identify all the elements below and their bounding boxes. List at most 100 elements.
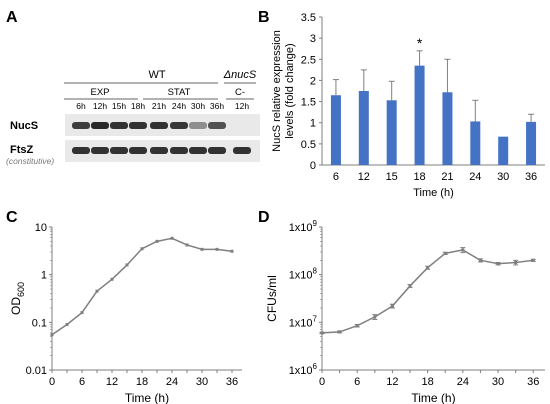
x-tick-label: 12 — [386, 376, 398, 388]
y-tick-exponent: 8 — [313, 267, 318, 276]
data-point — [65, 323, 69, 327]
data-point — [514, 260, 518, 264]
x-tick-label: 30 — [492, 376, 504, 388]
row-sublabel-ftsz: (constitutive) — [6, 156, 54, 166]
lane-label: 12h — [93, 101, 107, 111]
lane-label: 21h — [152, 101, 166, 111]
y-axis-label: OD600 — [9, 282, 26, 315]
x-tick-label: 30 — [196, 376, 208, 388]
x-tick-label: 6 — [79, 376, 85, 388]
lane-label: 15h — [112, 101, 126, 111]
data-point — [443, 251, 447, 255]
series-line — [321, 249, 534, 334]
lane-label: 36h — [210, 101, 224, 111]
data-point — [230, 249, 234, 253]
x-tick-label: 18 — [136, 376, 148, 388]
x-axis-label: Time (h) — [413, 187, 454, 199]
row-label-nucs: NucS — [10, 120, 38, 132]
y-axis-label-line: NucS relative expression — [271, 30, 283, 152]
x-tick-label: 21 — [441, 171, 453, 183]
panel-letter-b: B — [258, 9, 270, 26]
data-point — [461, 248, 465, 252]
data-point — [140, 247, 144, 251]
data-point — [531, 258, 535, 262]
blot-band-ftsz — [72, 147, 90, 154]
y-tick-label: 1x106 — [289, 362, 318, 377]
y-tick-label: 2 — [310, 75, 316, 87]
row-label-ftsz: FtsZ — [10, 144, 34, 156]
data-point — [355, 324, 359, 328]
bar-chart-expression: 0 0.5 1 1.5 2 2.5 3 3.5 NucS relative expression… — [271, 12, 545, 199]
y-tick-label: 0 — [310, 160, 316, 172]
blot-band-ftsz — [170, 147, 188, 154]
y-tick-label: 1.5 — [301, 97, 316, 109]
data-point — [80, 311, 84, 315]
x-tick-label: 12 — [358, 171, 370, 183]
data-point — [215, 247, 219, 251]
bar — [330, 95, 341, 165]
x-axis-label: Time (h) — [411, 391, 455, 404]
data-point — [338, 330, 342, 334]
group-label-control: C- — [235, 87, 245, 98]
data-point — [496, 262, 500, 266]
blot-band-nucs — [91, 122, 109, 129]
bar — [358, 91, 369, 165]
y-axis-label-subscript: 600 — [16, 282, 26, 297]
bar — [414, 65, 425, 165]
y-tick-label: 10 — [35, 222, 47, 234]
blot-band-nucs — [170, 122, 188, 129]
x-tick-label: 12 — [106, 376, 118, 388]
blot-band-nucs — [129, 122, 147, 129]
y-axis-label-line: levels (fold change) — [284, 43, 296, 138]
blot-band-nucs — [150, 122, 168, 129]
blot-band-nucs — [208, 122, 226, 129]
y-tick-label: 0.5 — [301, 139, 316, 151]
x-tick-label: 30 — [497, 171, 509, 183]
panel-letter-c: C — [6, 209, 18, 226]
x-tick-label: 24 — [457, 376, 469, 388]
x-tick-label: 15 — [386, 171, 398, 183]
panel-letter-a: A — [6, 9, 18, 26]
y-axis-label-main: CFUs/ml — [265, 275, 279, 322]
y-tick-label: 3 — [310, 33, 316, 45]
x-tick-label: 6 — [354, 376, 360, 388]
significance-marker: * — [417, 35, 423, 51]
data-point — [426, 266, 430, 270]
lane-label: 6h — [76, 101, 86, 111]
x-tick-label: 6 — [333, 171, 339, 183]
y-tick-exponent: 6 — [313, 362, 318, 371]
y-axis-label-main: OD — [9, 297, 23, 315]
bar — [386, 100, 397, 165]
wt-label: WT — [148, 69, 165, 81]
panel-letter-d: D — [258, 209, 270, 226]
y-tick-label: 0.01 — [26, 365, 47, 377]
y-tick-base: 1x10 — [289, 365, 313, 377]
y-tick-exponent: 7 — [313, 314, 318, 323]
x-tick-label: 0 — [49, 376, 55, 388]
y-tick-label: 1x109 — [289, 219, 318, 234]
x-tick-label: 18 — [422, 376, 434, 388]
x-axis-label: Time (h) — [125, 391, 169, 404]
data-point — [110, 277, 114, 281]
x-tick-label: 18 — [413, 171, 425, 183]
x-tick-label: 0 — [319, 376, 325, 388]
blot-band-ftsz — [110, 147, 128, 154]
y-axis-label: CFUs/ml — [265, 275, 279, 322]
x-tick-label: 36 — [226, 376, 238, 388]
blot-band-nucs — [110, 122, 128, 129]
data-point — [155, 239, 159, 243]
data-point — [95, 289, 99, 293]
x-tick-label: 24 — [166, 376, 178, 388]
blot-band-nucs — [189, 122, 207, 129]
y-axis-label: NucS relative expressionlevels (fold cha… — [271, 30, 296, 152]
blot-band-ftsz — [129, 147, 147, 154]
data-point — [50, 333, 54, 337]
western-blot: WT ΔnucS EXP STAT C- 6h 12h 15h 18h 21h 24h 30h 36h 1… — [6, 69, 260, 166]
data-point — [185, 243, 189, 247]
lane-label: 30h — [191, 101, 205, 111]
data-point — [478, 258, 482, 262]
blot-band-ftsz — [233, 147, 251, 154]
y-tick-base: 1x10 — [289, 317, 313, 329]
